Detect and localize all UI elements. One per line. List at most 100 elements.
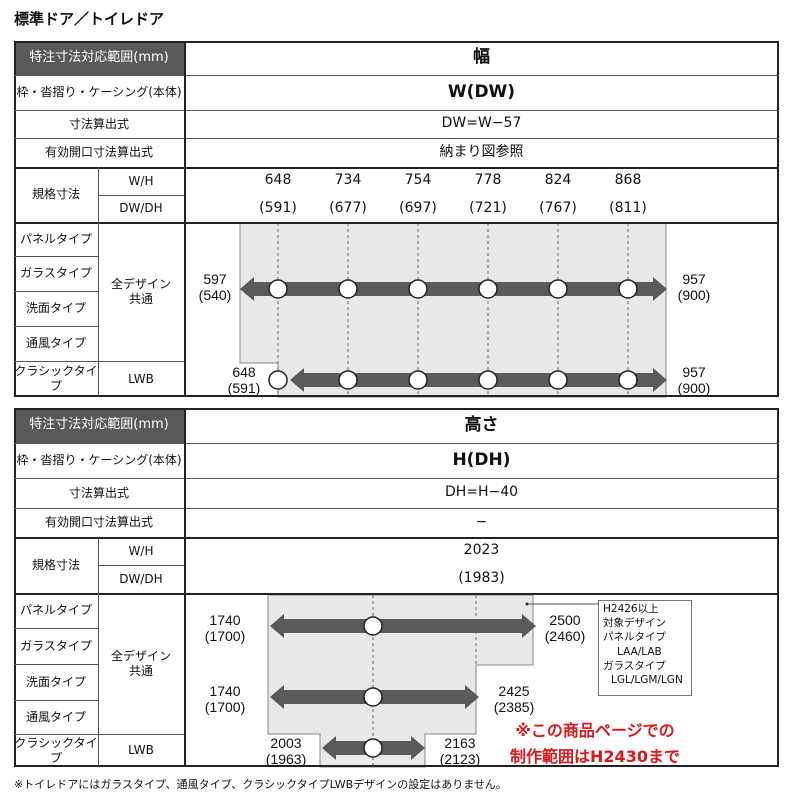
width-max-lwb-inner-value: (900) — [677, 380, 711, 397]
row-label: 寸法算出式 — [68, 485, 129, 500]
standard-size-marker — [338, 370, 358, 390]
row-divider — [14, 361, 184, 362]
type-label: 洗面タイプ — [25, 301, 86, 315]
row-divider — [14, 628, 98, 629]
standard-size-marker — [478, 279, 498, 299]
spec-row-label: DW/DH — [119, 571, 163, 586]
standard-size-marker — [363, 687, 383, 707]
row-divider — [98, 565, 184, 566]
column-divider — [98, 167, 99, 397]
height-max: 2500 (2460) — [535, 612, 595, 644]
spec-value: (697) — [399, 199, 437, 216]
footnote: ※トイレドアにはガラスタイプ、通風タイプ、クラシックタイプLWBデザインの設定は… — [14, 778, 507, 791]
width-min-inner-value: (540) — [198, 287, 232, 304]
header-value: 幅 — [473, 47, 490, 68]
standard-size-marker — [363, 738, 383, 758]
height-min: 1740 (1700) — [195, 612, 255, 644]
height-min-lwb-inner-value: (1963) — [265, 751, 307, 768]
legend-line: H2426以上 — [603, 603, 659, 615]
width-max-lwb-value: 957 — [682, 364, 706, 380]
height-min-value: 1740 — [209, 683, 241, 699]
design-common: 全デザイン 共通 — [110, 648, 171, 678]
height-min-value: 1740 — [209, 612, 241, 628]
type-label: ガラスタイプ — [20, 266, 92, 280]
row-label: 枠・沓摺り・ケーシング(本体) — [16, 85, 182, 99]
height-max-inner-value: (2385) — [493, 699, 535, 716]
header-label: 特注寸法対応範囲(mm) — [14, 41, 184, 75]
row-label: 寸法算出式 — [68, 116, 129, 131]
width-min: 597 (540) — [185, 271, 245, 303]
width-max-value: 957 — [682, 271, 706, 287]
spec-value: (591) — [259, 199, 297, 216]
spec-value: 648 — [264, 172, 292, 189]
row-divider — [14, 75, 779, 76]
width-min-value: 597 — [203, 271, 227, 287]
design-lwb: LWB — [128, 743, 154, 757]
type-label: 通風タイプ — [25, 336, 86, 350]
header-label: 特注寸法対応範囲(mm) — [14, 408, 184, 443]
spec-value: (811) — [609, 199, 647, 216]
column-divider — [98, 537, 99, 767]
standard-size-marker — [408, 370, 428, 390]
spec-value: 824 — [544, 172, 572, 189]
row-divider — [14, 593, 779, 595]
row-divider — [14, 478, 779, 479]
type-label: 通風タイプ — [25, 709, 86, 724]
row-value: 納まり図参照 — [439, 143, 524, 160]
range-note: ※この商品ページでの 制作範囲はH2430まで — [490, 718, 700, 769]
row-divider — [14, 734, 184, 735]
standard-size-marker — [478, 370, 498, 390]
spec-value: (721) — [469, 199, 507, 216]
height-max-lwb-value: 2163 — [444, 735, 476, 751]
height-range-arrow — [270, 614, 536, 638]
spec-row-label: DW/DH — [119, 201, 163, 215]
row-divider — [98, 195, 184, 196]
spec-value: (1983) — [458, 570, 505, 587]
height-min: 1740 (1700) — [195, 683, 255, 715]
standard-size-marker — [548, 370, 568, 390]
row-divider — [14, 138, 779, 139]
width-max: 957 (900) — [664, 271, 724, 303]
table-border — [14, 41, 779, 397]
width-min-lwb: 648 (591) — [214, 364, 274, 396]
row-value: − — [475, 513, 488, 530]
legend-box: H2426以上 対象デザイン パネルタイプ LAA/LAB ガラスタイプ LGL/LGM/… — [598, 600, 692, 696]
row-divider — [14, 664, 98, 665]
row-label: 有効開口寸法算出式 — [44, 515, 153, 529]
range-note-line: 制作範囲はH2430まで — [510, 746, 680, 766]
row-value: W(DW) — [447, 81, 516, 102]
height-max: 2425 (2385) — [484, 683, 544, 715]
row-divider — [14, 700, 98, 701]
height-range-area — [267, 594, 534, 768]
spec-value: 2023 — [463, 542, 500, 559]
spec-label: 規格寸法 — [31, 187, 80, 201]
row-value: H(DH) — [452, 449, 511, 470]
standard-size-marker — [548, 279, 568, 299]
spec-value: 778 — [474, 172, 502, 189]
height-min-inner-value: (1700) — [204, 699, 246, 716]
height-max-value: 2425 — [498, 683, 530, 699]
legend-line: ガラスタイプ — [603, 659, 666, 672]
row-divider — [14, 222, 779, 224]
spec-value: (677) — [329, 199, 367, 216]
height-min-lwb: 2003 (1963) — [256, 735, 316, 767]
standard-size-marker — [268, 370, 288, 390]
legend-line: LGL/LGM/LGN — [611, 673, 683, 686]
table-border — [14, 408, 779, 767]
page-title: 標準ドア／トイレドア — [14, 10, 165, 28]
standard-size-marker — [268, 279, 288, 299]
spec-value: 868 — [614, 172, 642, 189]
range-note-line: ※この商品ページでの — [515, 721, 675, 740]
legend-line: LAA/LAB — [617, 645, 662, 658]
type-label: 洗面タイプ — [25, 674, 86, 689]
header-value: 高さ — [464, 414, 499, 435]
standard-size-marker — [618, 279, 638, 299]
spec-row-label: W/H — [128, 173, 154, 188]
row-divider — [14, 110, 779, 111]
row-label: 有効開口寸法算出式 — [44, 145, 153, 159]
standard-size-marker — [408, 279, 428, 299]
legend-leader-dot — [525, 602, 529, 606]
height-min-lwb-value: 2003 — [270, 735, 302, 751]
column-divider — [184, 41, 186, 397]
